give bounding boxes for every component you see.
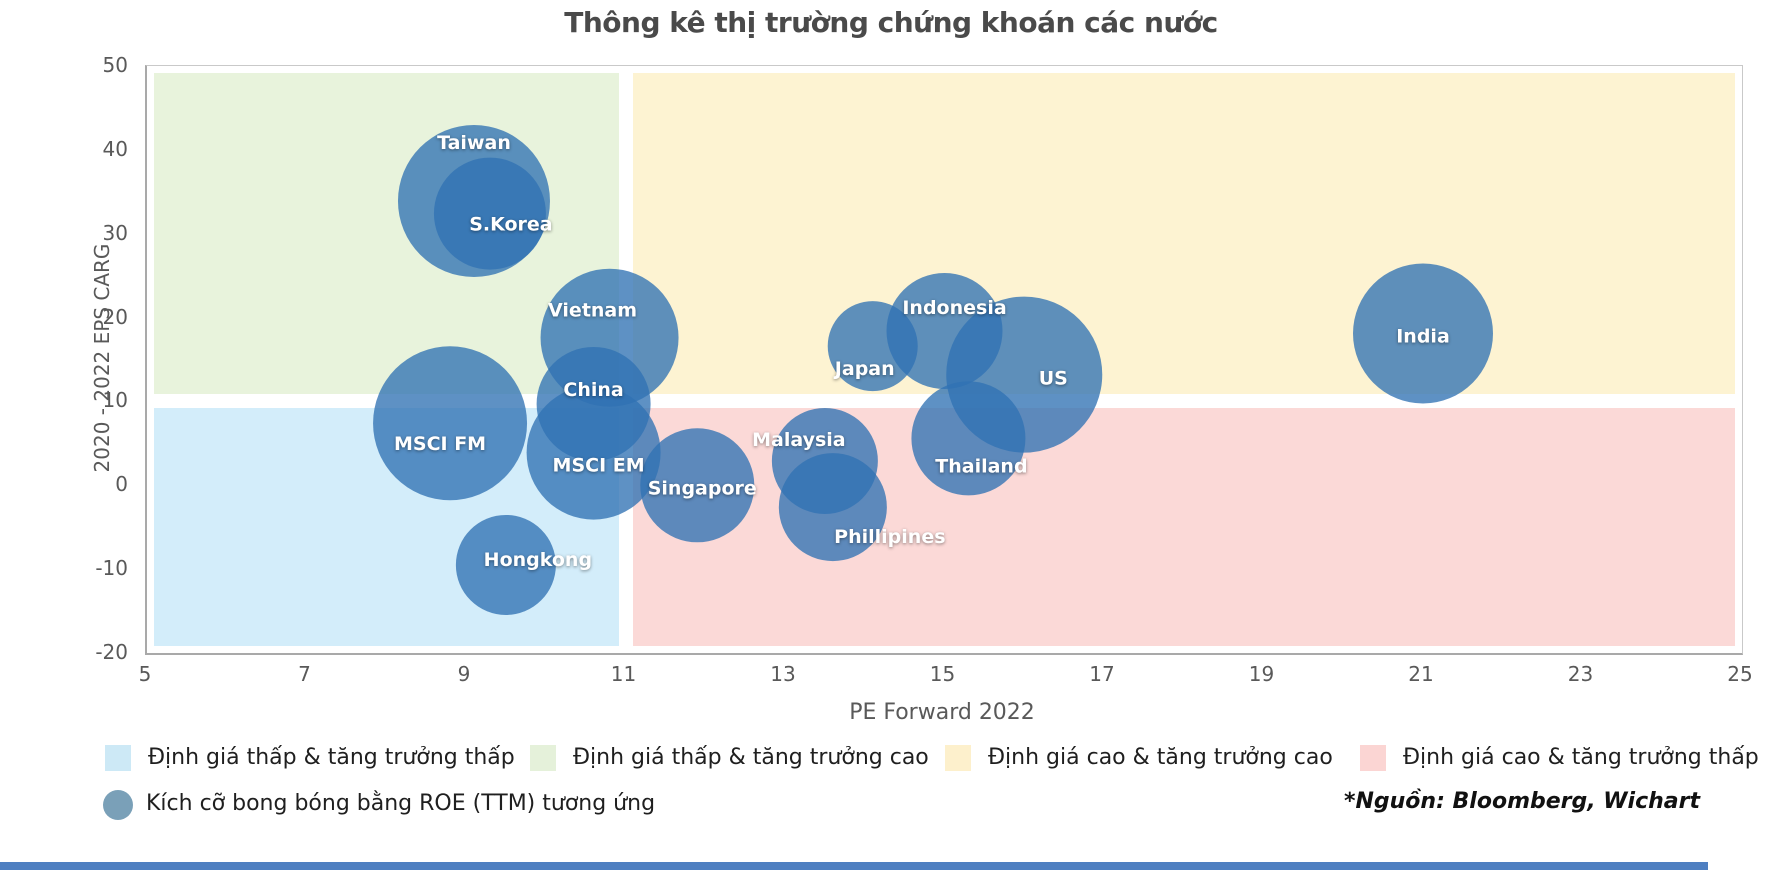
bubble-msci-fm [373,346,528,501]
source-note: *Nguồn: Bloomberg, Wichart [1343,789,1700,814]
bubble-label-china: China [563,379,623,401]
y-axis-label: 2020 - 2022 EPS CARG [90,243,114,473]
x-tick-7: 7 [298,662,311,686]
legend-row-quadrants: Định giá thấp & tăng trưởng thấp Định giá… [0,744,1782,774]
x-tick-5: 5 [138,662,152,686]
bubble-label-s-korea: S.Korea [469,214,552,236]
bubble-india [1353,263,1493,404]
y-tick--10: -10 [95,556,128,581]
quadrant-high-pe-high-growth [632,73,1735,395]
x-tick-19: 19 [1248,662,1275,686]
bubble-label-malaysia: Malaysia [752,429,846,451]
bubble-label-msci-fm: MSCI FM [394,433,486,455]
y-tick-10: 10 [102,388,128,413]
bubble-phillipines [778,453,887,562]
bubble-label-us: US [1039,368,1068,390]
bubble-label-phillipines: Phillipines [834,526,945,548]
bubble-label-japan: Japan [833,358,895,380]
chart-title: Thông kê thị trường chứng khoán các nước [564,6,1218,39]
x-tick-15: 15 [929,662,956,686]
y-tick-50: 50 [102,53,128,77]
x-tick-17: 17 [1089,662,1115,686]
legend-swatch-icon [105,745,131,771]
bubble-label-thailand: Thailand [935,455,1027,477]
x-tick-23: 23 [1567,662,1594,686]
x-axis-label: PE Forward 2022 [849,700,1035,725]
bubble-thailand [911,381,1026,496]
bottom-accent-bar [0,862,1708,870]
y-tick--20: -20 [95,640,128,664]
bubble-singapore [640,428,755,543]
bubble-size-legend-label: Kích cỡ bong bóng bằng ROE (TTM) tương ứ… [146,791,656,816]
legend-row-bubble-size: Kích cỡ bong bóng bằng ROE (TTM) tương ứ… [0,790,1782,820]
bubble-size-legend-icon [103,790,133,820]
legend-label: Định giá cao & tăng trưởng thấp [1403,745,1759,770]
bubble-label-singapore: Singapore [648,477,757,499]
y-tick-0: 0 [115,472,128,497]
x-tick-25: 25 [1727,662,1753,686]
legend-label: Định giá cao & tăng trưởng cao [988,745,1333,770]
legend-label: Định giá thấp & tăng trưởng thấp [148,745,515,770]
bubble-hongkong [455,514,556,615]
bubble-label-hongkong: Hongkong [484,549,592,571]
x-tick-11: 11 [610,662,637,686]
y-tick-40: 40 [102,136,128,161]
bubble-label-indonesia: Indonesia [902,297,1006,319]
bubble-label-india: India [1396,326,1450,348]
bubble-layer: Taiwan S.Korea Vietnam China MSCI FM MSCI EM H… [373,125,1493,615]
bubble-label-taiwan: Taiwan [437,132,511,154]
x-tick-13: 13 [770,662,796,686]
legend-swatch-icon [1360,745,1386,771]
x-tick-9: 9 [457,662,471,686]
bubble-s-korea [433,157,546,270]
plot-area: Taiwan S.Korea Vietnam China MSCI FM MSCI EM H… [145,65,1743,655]
x-tick-21: 21 [1408,662,1434,686]
legend-swatch-icon [530,745,556,771]
legend-label: Định giá thấp & tăng trưởng cao [573,745,929,770]
bubble-label-vietnam: Vietnam [548,300,637,322]
y-tick-20: 20 [102,304,128,329]
bubble-label-msci-em: MSCI EM [553,455,645,477]
y-tick-30: 30 [102,220,128,245]
legend-swatch-icon [945,745,971,771]
bubble-msci-em [526,385,661,520]
